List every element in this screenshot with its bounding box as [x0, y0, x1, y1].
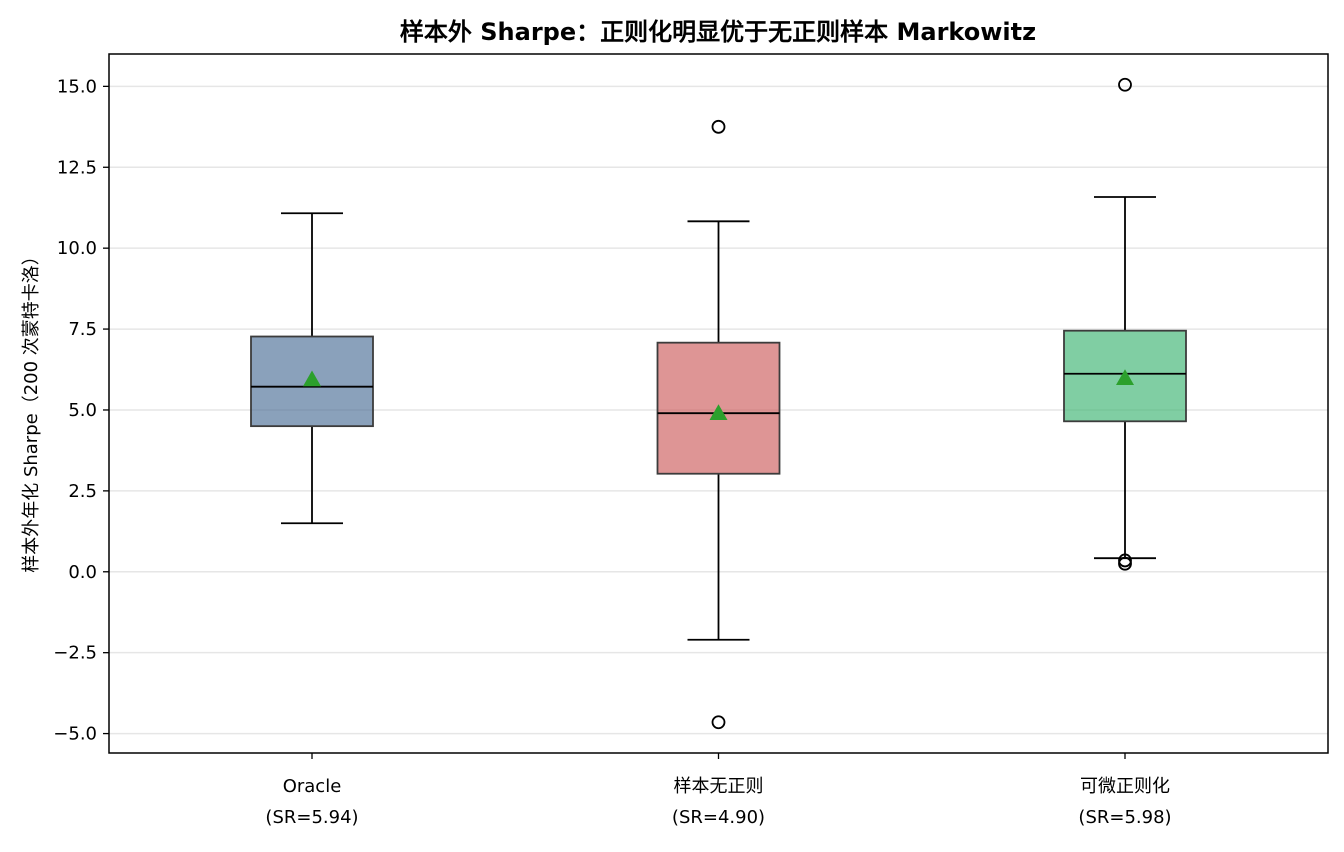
mean-marker: [709, 404, 728, 420]
outlier-point: [1118, 556, 1132, 571]
y-tick-label: −2.5: [53, 643, 97, 664]
x-axis-ticks: Oracle (SR=5.94) 样本无正则 (SR=4.90) 可微正则化 (SR=5.…: [265, 753, 1172, 828]
box-group: [250, 212, 374, 525]
outlier-point: [711, 715, 726, 730]
mean-marker: [303, 370, 321, 387]
outlier-point: [1118, 77, 1132, 92]
x-tick-sublabel: (SR=4.90): [672, 807, 765, 828]
chart-title: 样本外 Sharpe：正则化明显优于无正则样本 Markowitz: [400, 18, 1036, 46]
x-tick-label: Oracle: [283, 776, 342, 797]
y-tick-label: 2.5: [68, 481, 97, 502]
x-tick-label: 样本无正则: [674, 776, 764, 797]
y-tick-label: 7.5: [68, 319, 97, 340]
box-series: [250, 77, 1187, 730]
outlier-point: [711, 119, 726, 134]
box-group: [656, 119, 781, 730]
y-tick-label: 0.0: [68, 562, 97, 583]
x-tick-label: 可微正则化: [1080, 776, 1170, 797]
x-tick-sublabel: (SR=5.94): [265, 807, 358, 828]
x-tick-sublabel: (SR=5.98): [1078, 807, 1171, 828]
y-tick-label: 10.0: [57, 238, 97, 259]
y-tick-label: 5.0: [68, 400, 97, 421]
y-tick-label: 12.5: [57, 157, 97, 178]
y-axis-ticks: −5.0 −2.5 0.0 2.5 5.0 7.5 10.0 12.5 15.0: [53, 76, 109, 745]
mean-marker: [1116, 369, 1134, 386]
y-tick-label: 15.0: [57, 76, 97, 97]
y-axis-label: 样本外年化 Sharpe（200 次蒙特卡洛）: [21, 247, 42, 573]
y-tick-label: −5.0: [53, 724, 97, 745]
box-group: [1063, 77, 1187, 571]
